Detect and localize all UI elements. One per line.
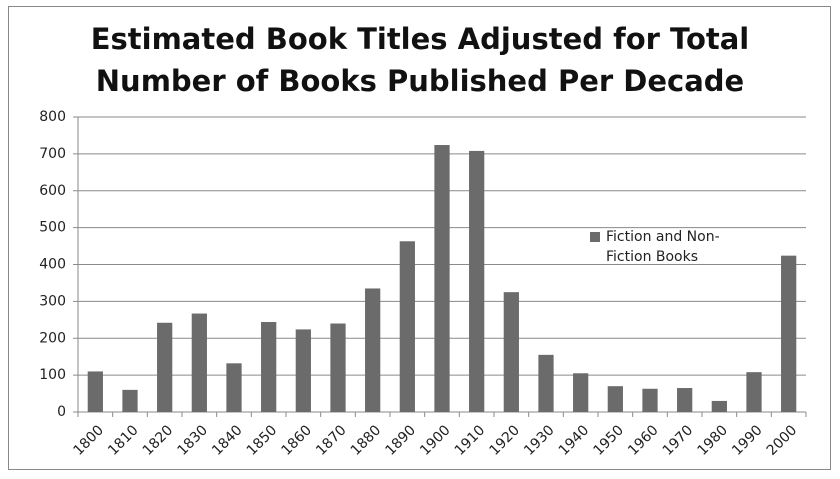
x-tick-label: 1940: [556, 422, 593, 459]
bar: [226, 363, 242, 412]
bar: [642, 388, 658, 412]
bar: [261, 322, 277, 412]
x-tick-label: 2000: [764, 422, 801, 459]
y-tick-label: 400: [39, 257, 66, 273]
x-tick-label: 1970: [660, 422, 697, 459]
y-tick-label: 200: [39, 330, 66, 346]
x-tick-label: 1980: [694, 422, 731, 459]
bar: [191, 313, 207, 412]
x-tick-label: 1870: [313, 422, 350, 459]
x-tick-label: 1950: [590, 422, 627, 459]
bar: [538, 354, 554, 412]
bar: [573, 373, 589, 412]
bar: [677, 388, 693, 412]
x-tick-label: 1800: [70, 422, 107, 459]
bar: [295, 329, 311, 412]
x-tick-label: 1820: [140, 422, 177, 459]
bar: [87, 371, 103, 412]
bar: [157, 322, 173, 412]
x-tick-label: 1810: [105, 422, 142, 459]
legend-swatch: [590, 232, 600, 242]
x-tick-label: 1890: [382, 422, 419, 459]
x-tick-label: 1850: [244, 422, 281, 459]
bar: [330, 323, 346, 412]
y-tick-label: 800: [39, 109, 66, 125]
chart-border: [8, 6, 831, 470]
bar: [434, 145, 450, 412]
x-tick-label: 1860: [278, 422, 315, 459]
legend-label: Fiction and Non-Fiction Books: [606, 229, 720, 265]
bar: [122, 389, 138, 412]
x-tick-label: 1930: [521, 422, 558, 459]
y-tick-label: 300: [39, 293, 66, 309]
bar: [399, 241, 415, 412]
legend: Fiction and Non-Fiction Books: [590, 227, 725, 267]
x-tick-label: 1960: [625, 422, 662, 459]
bar: [746, 372, 762, 412]
x-tick-label: 1920: [486, 422, 523, 459]
x-tick-label: 1990: [729, 422, 766, 459]
x-tick-label: 1910: [452, 422, 489, 459]
bar: [607, 386, 623, 412]
chart-title: Estimated Book Titles Adjusted for Total…: [90, 22, 750, 98]
bar: [469, 150, 485, 413]
y-tick-label: 600: [39, 183, 66, 199]
bar: [711, 400, 727, 412]
bar: [781, 255, 797, 412]
y-tick-label: 0: [57, 404, 66, 420]
x-tick-label: 1830: [174, 422, 211, 459]
bar: [365, 288, 381, 412]
x-tick-label: 1840: [209, 422, 246, 459]
x-tick-label: 1880: [348, 422, 385, 459]
x-tick-label: 1900: [417, 422, 454, 459]
y-tick-label: 700: [39, 146, 66, 162]
bar: [503, 292, 519, 412]
y-tick-label: 500: [39, 220, 66, 236]
y-tick-label: 100: [39, 367, 66, 383]
